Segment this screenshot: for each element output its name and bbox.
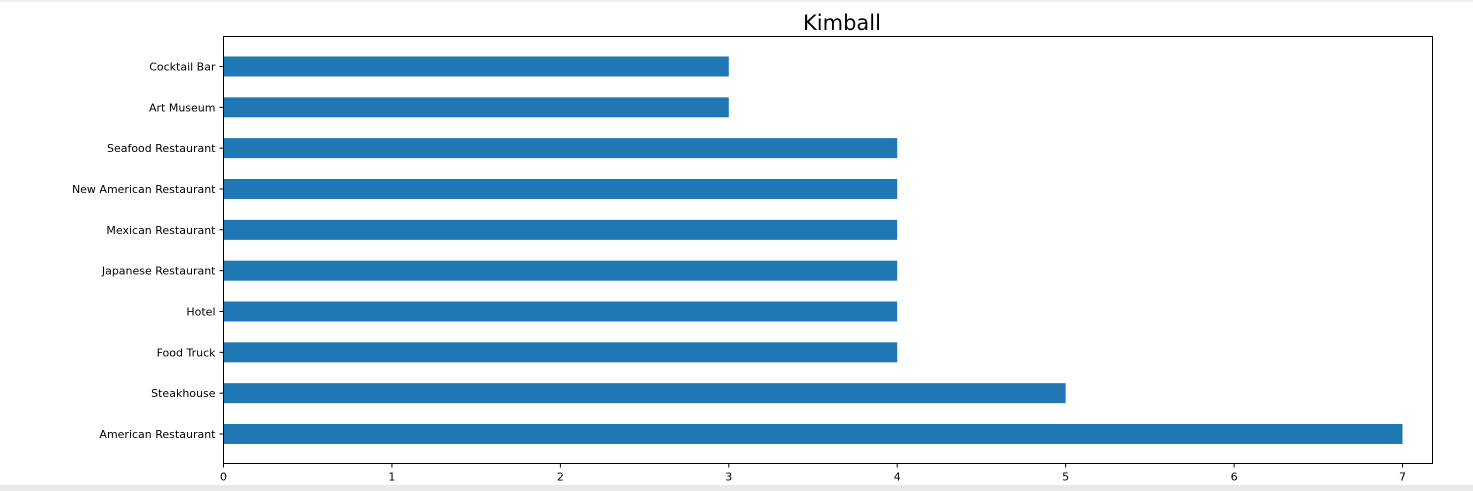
x-tick-label: 1 <box>388 471 395 484</box>
x-tick-label: 5 <box>1062 471 1069 484</box>
x-axis: 0 1 2 3 4 5 6 7 <box>220 463 1406 484</box>
x-tick-label: 6 <box>1231 471 1238 484</box>
bar-art-museum <box>223 97 729 118</box>
bottom-edge-strip <box>0 485 1473 491</box>
y-tick-label: Hotel <box>186 306 215 319</box>
y-tick-label: American Restaurant <box>99 428 216 441</box>
bar-hotel <box>223 301 898 322</box>
x-tick-label: 0 <box>220 471 227 484</box>
bar-seafood-restaurant <box>223 138 898 159</box>
x-tick-label: 4 <box>894 471 901 484</box>
bar-mexican-restaurant <box>223 219 898 240</box>
y-tick-label: Seafood Restaurant <box>107 142 216 155</box>
y-tick-label: Cocktail Bar <box>149 61 216 74</box>
bar-steakhouse <box>223 383 1066 404</box>
bar-food-truck <box>223 342 898 363</box>
bar-japanese-restaurant <box>223 260 898 281</box>
y-tick-label: Mexican Restaurant <box>106 224 216 237</box>
y-tick-label: Food Truck <box>157 346 217 359</box>
y-axis: American Restaurant Steakhouse Food Truck H… <box>72 61 224 441</box>
x-tick-label: 7 <box>1399 471 1406 484</box>
y-tick-label: New American Restaurant <box>72 183 216 196</box>
y-tick-label: Japanese Restaurant <box>101 265 216 278</box>
bar-american-restaurant <box>223 424 1403 444</box>
y-tick-label: Steakhouse <box>151 387 216 400</box>
x-tick-label: 2 <box>557 471 564 484</box>
plot-frame <box>223 36 1433 464</box>
chart-title: Kimball <box>803 11 881 35</box>
top-edge-shadow <box>0 0 1473 3</box>
x-tick-label: 3 <box>725 471 732 484</box>
bars-layer <box>223 56 1403 444</box>
bar-new-american-restaurant <box>223 179 898 199</box>
y-tick-label: Art Museum <box>149 101 216 114</box>
bar-cocktail-bar <box>223 56 729 77</box>
